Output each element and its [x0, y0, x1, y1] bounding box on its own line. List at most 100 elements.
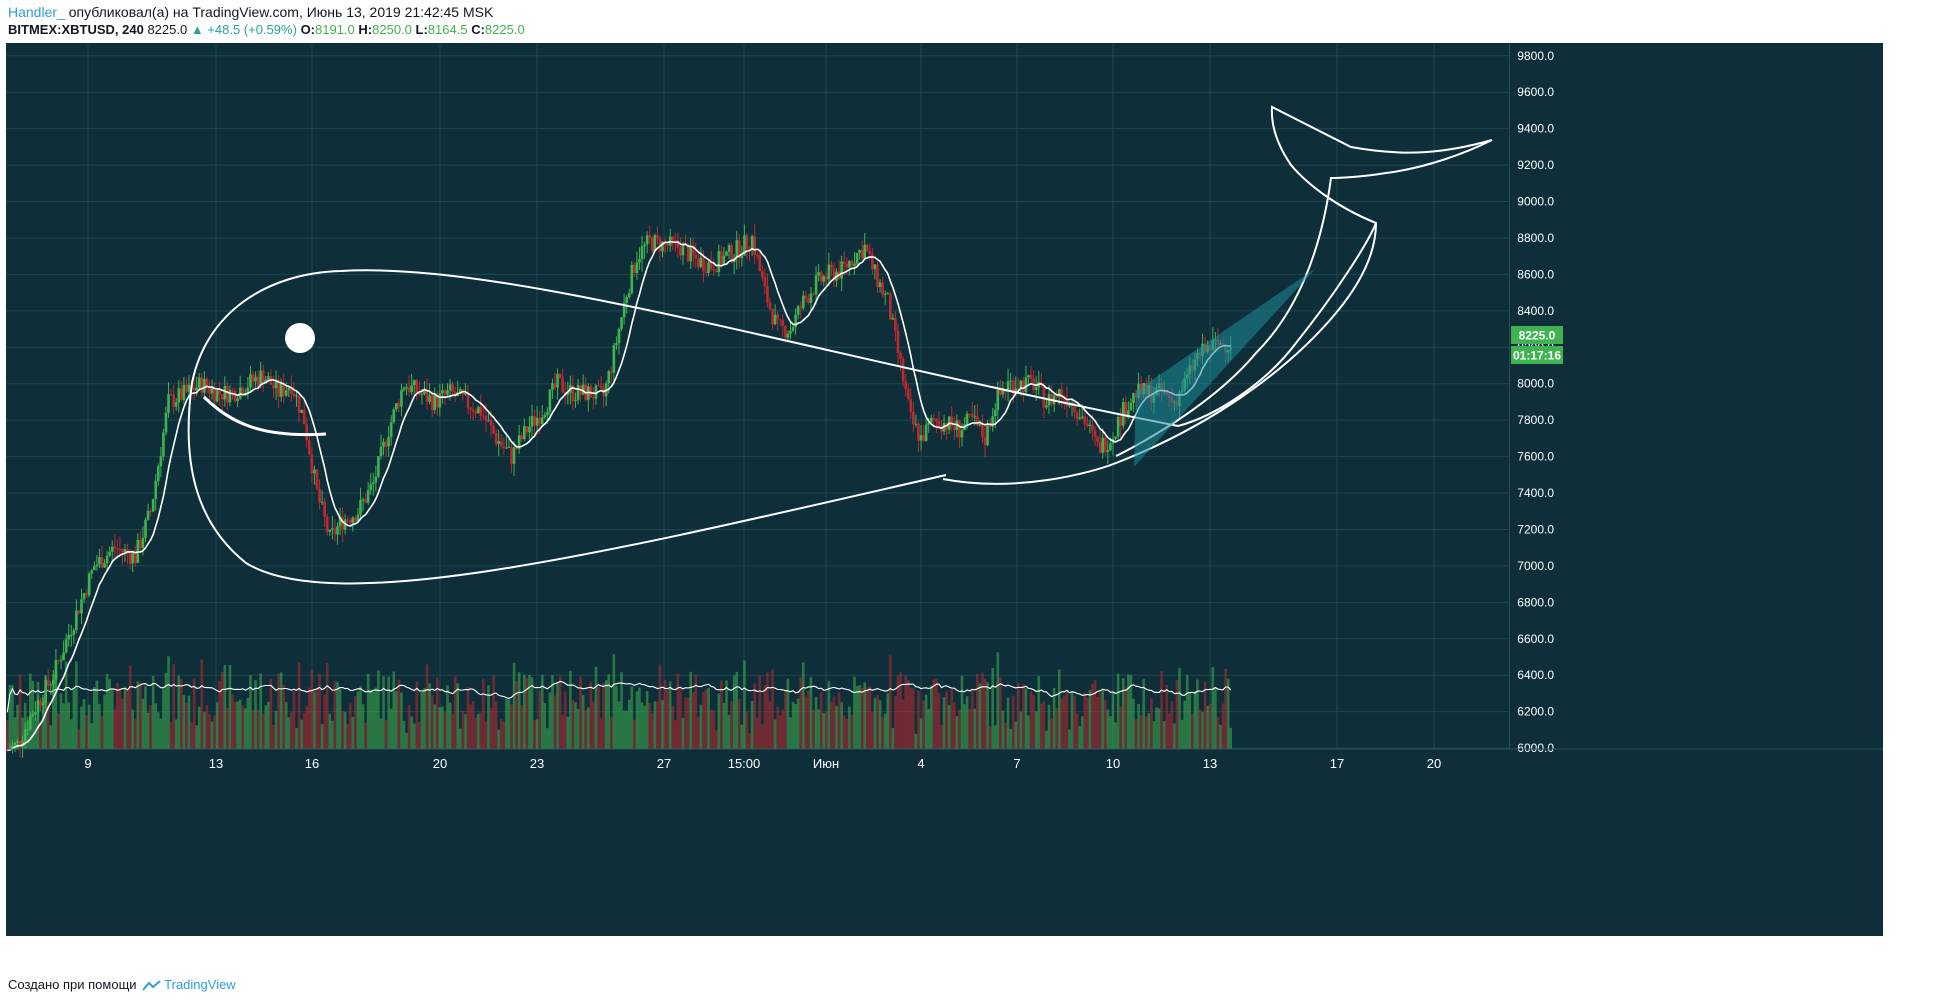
volume-bar — [103, 694, 106, 749]
candle-body — [274, 380, 278, 389]
candle-body — [753, 236, 756, 256]
candle-body — [80, 599, 83, 614]
volume-bar — [57, 713, 60, 749]
candle-body — [144, 519, 147, 538]
candle-body — [924, 424, 928, 442]
volume-bar — [543, 702, 547, 749]
candle-body — [781, 320, 785, 326]
candle-body — [169, 394, 173, 396]
candle-body — [57, 659, 60, 661]
volume-bar — [950, 687, 954, 749]
volume-bar — [579, 676, 582, 749]
volume-bar — [177, 675, 181, 749]
volume-bar — [292, 690, 296, 749]
time-tick-label: 17 — [1330, 756, 1344, 771]
last-price-tag-bg — [1511, 326, 1563, 344]
volume-bar — [1063, 695, 1066, 749]
volume-bar — [1183, 700, 1186, 749]
volume-bar — [133, 718, 137, 749]
volume-bar — [13, 717, 17, 749]
candle-body — [883, 293, 887, 295]
candle-body — [822, 276, 826, 282]
volume-bar — [387, 676, 390, 749]
volume-bar — [586, 707, 590, 749]
volume-bar — [717, 693, 721, 749]
volume-bar — [932, 679, 936, 749]
volume-bar — [778, 715, 782, 749]
volume-bar — [825, 711, 828, 749]
volume-bar — [556, 683, 559, 749]
volume-bar — [597, 686, 600, 749]
volume-bar — [494, 701, 498, 749]
volume-bar — [213, 715, 216, 749]
time-axis[interactable]: 9 13 16 20 23 27 15:00 Июн 4 7 10 13 17 20 — [6, 748, 1883, 771]
volume-bar — [497, 729, 501, 749]
volume-bar — [1180, 719, 1184, 749]
volume-bar — [986, 682, 989, 749]
candle-body — [737, 240, 741, 259]
footer-brand-link[interactable]: TradingView — [164, 977, 236, 992]
candle-body — [338, 517, 342, 527]
volume-bar — [1001, 710, 1005, 749]
candle-body — [1073, 402, 1076, 413]
volume-bar — [136, 681, 140, 749]
time-tick-label: Июн — [813, 756, 839, 771]
volume-bar — [656, 701, 659, 749]
volume-bar — [382, 676, 385, 749]
candle-body — [978, 423, 982, 426]
candle-body — [254, 376, 257, 382]
volume-bar — [295, 728, 298, 749]
volume-bar — [1173, 723, 1176, 749]
volume-bar — [448, 702, 452, 749]
volume-bar — [195, 725, 198, 749]
open-label: O: — [300, 22, 316, 37]
volume-bar — [615, 685, 618, 749]
author-link[interactable]: Handler_ — [8, 4, 65, 20]
candle-body — [46, 679, 50, 686]
volume-bar — [267, 701, 270, 749]
candle-body — [85, 593, 88, 596]
candle-body — [16, 740, 19, 743]
volume-bar — [658, 664, 662, 749]
price-chart[interactable]: 6000.06200.06400.06600.06800.07000.07200… — [5, 43, 1883, 936]
candle-body — [382, 441, 385, 448]
candle-body — [246, 387, 250, 393]
volume-bar — [233, 702, 237, 749]
candle-body — [466, 392, 470, 408]
volume-bar — [474, 717, 477, 749]
candle-body — [553, 383, 557, 388]
chart-area[interactable]: 6000.0 6200.0 6400.0 6600.0 6800.0 7000.0 7200… — [5, 43, 1883, 936]
candle-body — [182, 384, 186, 400]
volume-bar — [1229, 727, 1233, 749]
volume-bar — [162, 688, 165, 749]
volume-bar — [594, 666, 598, 749]
candle-body — [720, 251, 723, 265]
candle-body — [904, 381, 907, 389]
volume-bar — [128, 665, 132, 749]
volume-bar — [520, 705, 524, 749]
candle-body — [39, 700, 42, 706]
candle-body — [282, 383, 286, 396]
candle-body — [295, 395, 298, 397]
candle-body — [159, 456, 163, 467]
candle-body — [935, 418, 938, 422]
candle-body — [308, 440, 311, 455]
volume-bar — [49, 725, 53, 749]
volume-bar — [638, 687, 641, 749]
candle-body — [226, 385, 229, 403]
candle-body — [796, 306, 800, 315]
volume-bar — [149, 705, 152, 749]
candle-body — [23, 729, 27, 742]
candle-body — [241, 387, 245, 396]
volume-bar — [753, 683, 756, 749]
volume-bar — [691, 692, 695, 749]
candle-body — [1022, 380, 1025, 393]
volume-bar — [927, 708, 930, 749]
volume-bar — [75, 661, 78, 749]
volume-bar — [46, 701, 50, 749]
volume-bar — [901, 699, 905, 749]
volume-bar — [571, 700, 575, 749]
volume-bar — [1155, 707, 1158, 749]
volume-bar — [364, 722, 367, 749]
volume-bar — [1147, 713, 1151, 749]
